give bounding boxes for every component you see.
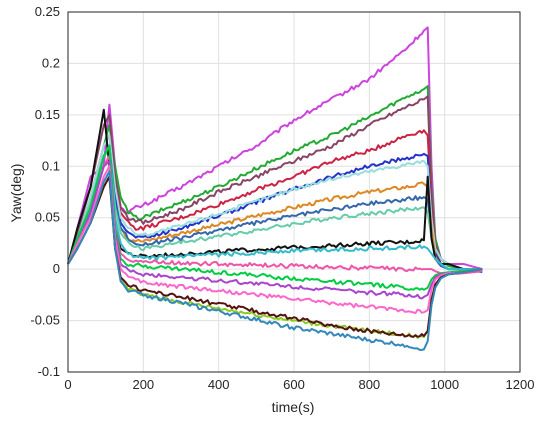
series-line <box>67 95 483 271</box>
y-tick-label: 0 <box>53 261 60 276</box>
x-tick-labels: 0 200 400 600 800 1000 1200 <box>64 377 534 392</box>
series-line <box>67 144 483 291</box>
y-axis-title: Yaw(deg) <box>8 164 24 223</box>
series-line <box>67 129 483 271</box>
x-tick-label: 600 <box>283 377 305 392</box>
series-line <box>67 175 483 339</box>
series-line <box>67 175 483 338</box>
plot-frame <box>67 11 521 373</box>
series-line <box>67 165 483 315</box>
y-tick-label: 0.2 <box>42 55 60 70</box>
x-tick-label: 800 <box>358 377 380 392</box>
y-tick-labels: -0.1 -0.05 0 0.05 0.1 0.15 0.2 0.25 <box>30 4 60 379</box>
y-tick-label: -0.1 <box>38 364 60 379</box>
series-lines <box>67 26 483 351</box>
y-tick-label: 0.05 <box>35 210 60 225</box>
y-tick-label: 0.1 <box>42 158 60 173</box>
x-tick-label: 400 <box>208 377 230 392</box>
series-line <box>67 85 483 271</box>
series-line <box>67 149 483 271</box>
y-tick-label: 0.25 <box>35 4 60 19</box>
series-line <box>67 155 483 276</box>
series-line <box>67 26 483 271</box>
series-line <box>67 170 483 351</box>
series-line <box>67 160 483 300</box>
x-tick-label: 1000 <box>430 377 459 392</box>
series-line <box>67 144 483 271</box>
x-tick-label: 1200 <box>506 377 535 392</box>
x-axis-title: time(s) <box>272 399 315 415</box>
x-tick-label: 0 <box>64 377 71 392</box>
series-line <box>67 134 483 271</box>
series-line <box>67 155 483 271</box>
series-line <box>67 144 483 271</box>
x-tick-label: 200 <box>132 377 154 392</box>
y-tick-label: -0.05 <box>30 313 60 328</box>
y-tick-label: 0.15 <box>35 107 60 122</box>
